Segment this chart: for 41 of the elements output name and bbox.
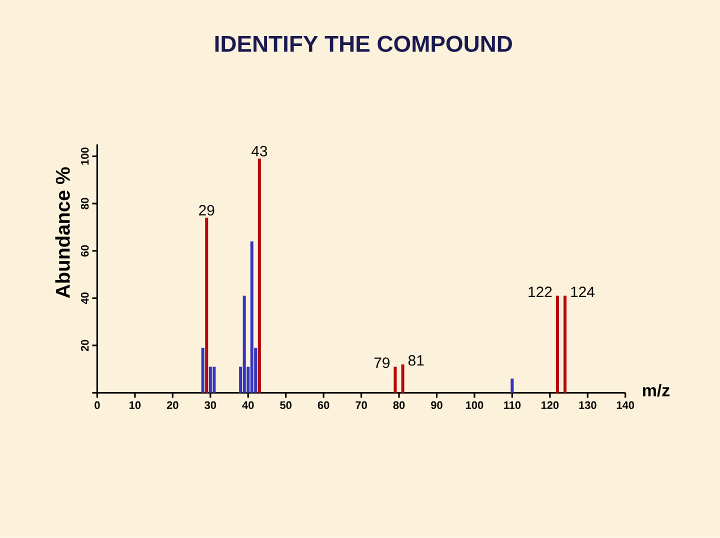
y-tick-label: 60 (80, 245, 89, 257)
bar (205, 218, 208, 393)
annotation: 29 (199, 205, 214, 216)
annotation: 79 (374, 358, 390, 368)
annotation: 81 (408, 355, 424, 366)
y-tick-label: 40 (80, 292, 89, 304)
x-tick-label: 140 (616, 401, 634, 410)
x-tick-label: 80 (393, 401, 405, 410)
bar (510, 378, 514, 393)
bar (394, 366, 397, 393)
x-tick-label: 120 (541, 401, 559, 410)
bar (250, 241, 254, 393)
x-tick-label: 130 (579, 401, 596, 410)
chart-title: IDENTIFY THE COMPOUND (215, 36, 512, 52)
x-axis-title: m/z (642, 384, 670, 397)
bar (556, 296, 559, 393)
bar (242, 296, 246, 393)
bar (401, 364, 404, 393)
x-tick-label: 110 (504, 401, 521, 410)
annotation: 122 (528, 286, 552, 298)
x-tick-label: 50 (280, 401, 292, 410)
x-tick-label: 90 (431, 401, 442, 410)
bar (208, 366, 212, 393)
x-tick-label: 40 (242, 401, 254, 410)
x-tick-label: 30 (204, 401, 216, 410)
y-tick-label: 20 (80, 340, 89, 352)
bar (201, 348, 204, 393)
annotation: 43 (251, 146, 268, 156)
y-tick-label: 100 (80, 148, 89, 165)
x-tick-label: 10 (130, 401, 141, 410)
bar (258, 158, 261, 393)
x-tick-label: 0 (94, 401, 100, 410)
x-tick-label: 100 (466, 401, 484, 410)
x-tick-label: 60 (318, 401, 330, 410)
y-axis-title: Abundance % (55, 167, 70, 298)
annotation: 124 (571, 286, 595, 298)
bar (212, 366, 216, 393)
x-tick-label: 20 (166, 401, 178, 410)
bar (563, 296, 567, 393)
y-tick-label: 80 (80, 198, 89, 210)
x-tick-label: 70 (356, 401, 367, 410)
